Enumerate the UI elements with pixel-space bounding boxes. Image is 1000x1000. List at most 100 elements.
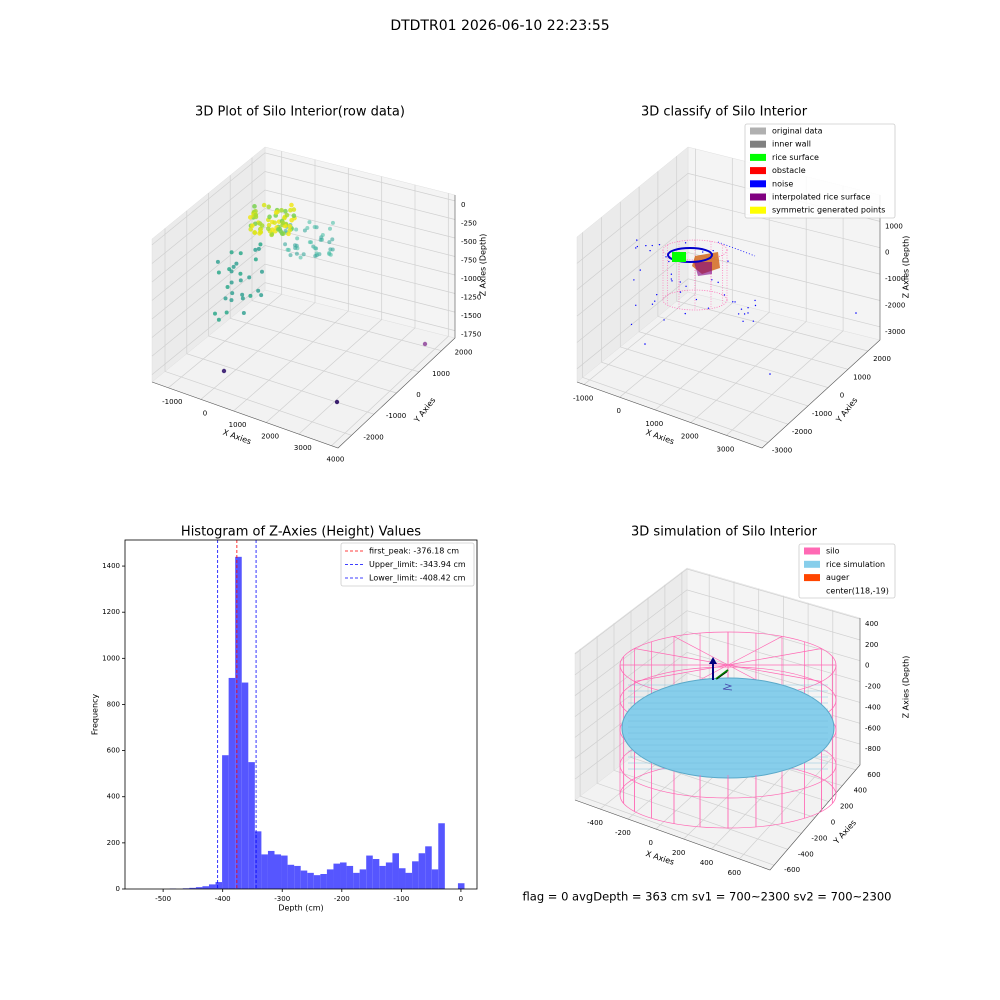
point bbox=[313, 254, 318, 259]
bar bbox=[340, 862, 347, 889]
noise-point bbox=[747, 307, 749, 309]
grid-line bbox=[657, 171, 849, 370]
silo-wire bbox=[727, 648, 822, 666]
axes-title: 3D simulation of Silo Interior bbox=[631, 525, 818, 540]
point bbox=[307, 220, 312, 225]
point bbox=[229, 298, 234, 303]
bar bbox=[431, 869, 439, 889]
z-tick-label: -750 bbox=[461, 256, 477, 264]
x-tick-label: -500 bbox=[155, 895, 171, 903]
point bbox=[328, 252, 333, 257]
z-tick-label: -1000 bbox=[885, 275, 905, 283]
z-tick-label: -1500 bbox=[461, 312, 481, 320]
noise-point bbox=[636, 239, 638, 241]
bar bbox=[385, 862, 393, 889]
legend: silo rice simulation auger center(118,-19) bbox=[798, 543, 896, 599]
point bbox=[309, 240, 314, 245]
axes-title: 3D Plot of Silo Interior(row data) bbox=[195, 105, 405, 120]
y-axis-label: Y Axies bbox=[831, 818, 858, 846]
legend-label: center(118,-19) bbox=[826, 586, 889, 595]
noise-point bbox=[717, 281, 719, 284]
point bbox=[224, 310, 229, 315]
bar bbox=[267, 850, 275, 889]
x-tick-label: -100 bbox=[393, 895, 409, 903]
point bbox=[272, 220, 277, 225]
x-tick-label: 200 bbox=[672, 849, 685, 857]
y-tick-label: 1400 bbox=[102, 562, 120, 570]
y-tick-label: 0 bbox=[840, 392, 844, 400]
point bbox=[256, 246, 261, 251]
point bbox=[234, 261, 239, 266]
point bbox=[267, 214, 272, 220]
point bbox=[258, 229, 264, 235]
bar bbox=[307, 872, 314, 889]
grid-line bbox=[298, 184, 416, 435]
y-tick-label: 1000 bbox=[102, 654, 120, 662]
x-tick-label: -300 bbox=[274, 895, 290, 903]
point bbox=[283, 208, 288, 214]
legend-label: first_peak: -376.18 cm bbox=[369, 547, 459, 556]
x-tick-label: 400 bbox=[700, 859, 713, 867]
grid-line bbox=[619, 201, 809, 407]
bar bbox=[398, 868, 406, 889]
point bbox=[253, 257, 258, 262]
y-tick-label: 400 bbox=[854, 787, 867, 795]
bar bbox=[333, 863, 341, 889]
scene bbox=[213, 202, 428, 405]
grid-line bbox=[208, 193, 397, 394]
grid-line bbox=[151, 282, 456, 375]
noise-point bbox=[649, 249, 651, 252]
grid-line bbox=[151, 226, 456, 320]
noise-point bbox=[684, 312, 686, 315]
x-tick-label: 0 bbox=[203, 409, 207, 417]
point bbox=[259, 293, 264, 298]
z-tick-label: -600 bbox=[865, 724, 881, 732]
noise-trail bbox=[717, 241, 756, 257]
grid-line bbox=[151, 189, 456, 283]
legend-swatch bbox=[750, 180, 766, 188]
z-tick-label: 0 bbox=[461, 201, 465, 209]
z-tick-label: -1000 bbox=[461, 275, 481, 283]
legend-swatch bbox=[804, 574, 820, 582]
x-tick-label: 600 bbox=[728, 869, 741, 877]
bar bbox=[248, 762, 255, 889]
x-tick-label: -200 bbox=[615, 829, 631, 837]
bar bbox=[215, 882, 223, 889]
auger bbox=[716, 671, 728, 680]
grid-line bbox=[619, 158, 733, 398]
z-tick-label: 1000 bbox=[885, 222, 903, 230]
noise-point bbox=[679, 281, 682, 283]
point bbox=[288, 253, 293, 258]
bar bbox=[359, 869, 367, 889]
legend-swatch bbox=[804, 560, 820, 568]
grid-line bbox=[265, 176, 383, 423]
legend-label: Upper_limit: -343.94 cm bbox=[369, 560, 466, 569]
x-tick-label: 3000 bbox=[717, 445, 735, 453]
z-tick-label: -1750 bbox=[461, 331, 481, 339]
noise-point bbox=[711, 279, 713, 281]
x-axis-label: Depth (cm) bbox=[278, 904, 323, 913]
z-tick-label: -800 bbox=[865, 745, 881, 753]
y-tick-label: -1000 bbox=[386, 412, 406, 420]
legend-swatch bbox=[750, 206, 766, 214]
bar bbox=[261, 854, 268, 889]
y-axis-label: Y Axies bbox=[834, 396, 860, 425]
z-axis-label: Z Axies (Depth) bbox=[479, 234, 488, 297]
point bbox=[213, 311, 218, 316]
point bbox=[305, 225, 310, 230]
bar bbox=[438, 823, 445, 889]
point bbox=[229, 250, 234, 255]
bar bbox=[412, 861, 419, 889]
point bbox=[230, 291, 235, 296]
grid-line bbox=[151, 208, 456, 301]
grid-line bbox=[151, 171, 456, 264]
noise-point bbox=[727, 260, 729, 262]
auger bbox=[709, 657, 717, 664]
x-tick-label: 0 bbox=[649, 839, 653, 847]
point bbox=[259, 269, 264, 274]
grid-line bbox=[574, 589, 861, 676]
x-tick-label: 2000 bbox=[261, 433, 279, 441]
pane-left bbox=[576, 146, 689, 383]
x-tick-label: -400 bbox=[587, 819, 603, 827]
grid-line bbox=[574, 568, 861, 655]
